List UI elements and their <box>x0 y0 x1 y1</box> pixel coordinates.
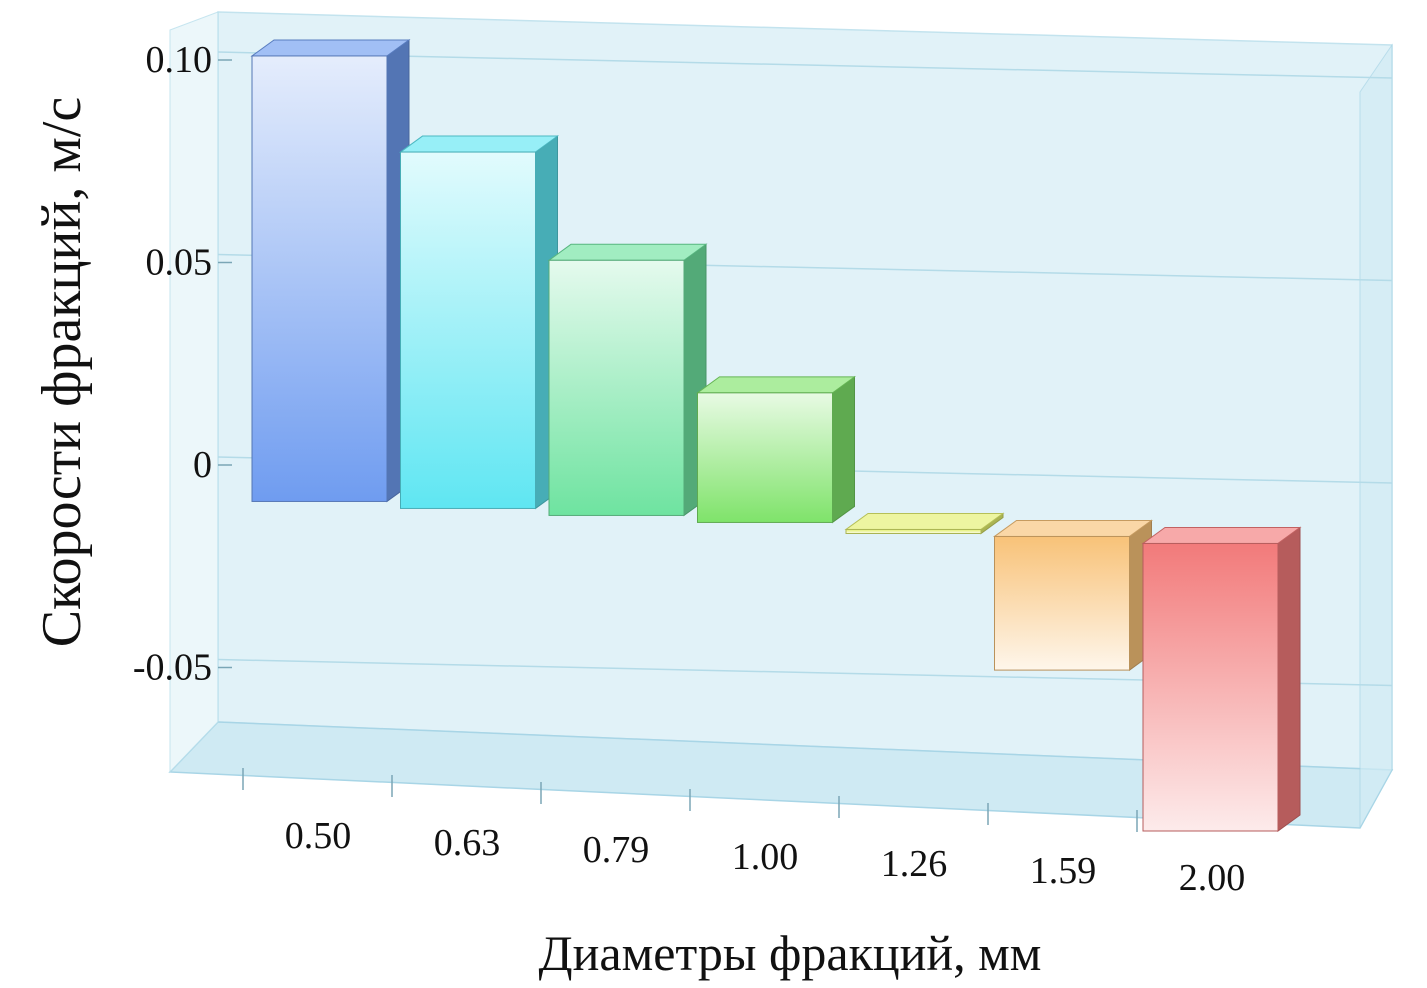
bar-top <box>250 39 411 57</box>
bar-front <box>845 528 982 535</box>
bar-side <box>832 375 855 524</box>
x-axis-label: Диаметры фракций, мм <box>539 925 1042 981</box>
y-tick-label: 0 <box>193 444 212 486</box>
bar-front <box>1142 542 1279 832</box>
x-tick-label: 1.26 <box>881 843 948 885</box>
bars <box>250 38 1302 832</box>
bar-0.50 <box>250 38 411 503</box>
gridline <box>217 51 1393 79</box>
x-tick-label: 1.59 <box>1030 850 1097 892</box>
bar-0.63 <box>398 135 560 510</box>
bar-0.79 <box>547 243 708 517</box>
y-tick-label: 0.05 <box>146 242 213 284</box>
bar-front <box>697 392 833 523</box>
y-axis-label: Скорости фракций, м/с <box>31 97 93 648</box>
x-tick-label: 1.00 <box>732 836 799 878</box>
bar-2.00 <box>1141 526 1302 832</box>
x-tick-label: 2.00 <box>1179 857 1246 899</box>
y-tick-label: 0.10 <box>146 39 213 81</box>
left-wall <box>169 11 219 774</box>
bar-1.00 <box>695 375 857 524</box>
x-tick-label: 0.63 <box>434 822 501 864</box>
x-axis-ticks: 0.50 0.63 0.79 1.00 1.26 1.59 2.00 <box>242 768 1246 899</box>
side-wall <box>1359 43 1393 829</box>
y-tick-label: -0.05 <box>133 647 212 689</box>
bar-front <box>548 259 685 516</box>
bar-front <box>251 55 388 502</box>
bar-side <box>1277 526 1301 832</box>
bar-top <box>398 135 560 153</box>
bar-top <box>844 512 1005 530</box>
bar-top <box>1141 526 1302 544</box>
bar-front <box>400 151 536 509</box>
bar-top <box>547 243 708 261</box>
bar-1.59 <box>992 519 1154 672</box>
bar-front <box>994 535 1130 671</box>
bar-1.26 <box>844 512 1005 535</box>
y-axis-ticks: 0.10 0.05 0 -0.05 <box>133 39 232 689</box>
bar-top <box>695 376 857 394</box>
x-tick-label: 0.79 <box>583 829 650 871</box>
x-tick-label: 0.50 <box>285 815 352 857</box>
bar-top <box>992 519 1154 537</box>
